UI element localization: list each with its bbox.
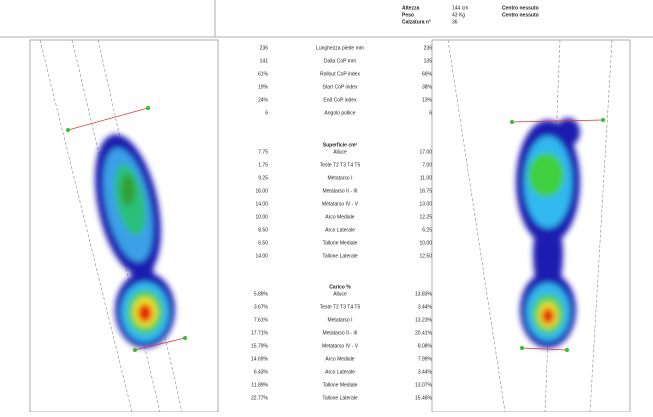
right-value: 13.07% [415, 382, 433, 388]
table: Altezza 144 cm Centro nessuto Peso 43 Kg Cent… [251, 5, 539, 401]
right-value: 3.44% [418, 369, 433, 375]
left-value: 6 [265, 110, 268, 116]
left-value: 8.50 [258, 227, 268, 233]
row-label: End CoP index [323, 97, 357, 103]
left-value: 17.71% [251, 330, 269, 336]
row-label: Alluce [333, 291, 347, 297]
right-value: 3.44% [418, 304, 433, 310]
right-value: 135 [424, 58, 433, 64]
right-value: 38% [422, 84, 433, 90]
left-value: 16.00 [255, 188, 268, 194]
row-label: Rollout CoP index [320, 71, 360, 77]
row-label: Metatarso I [327, 317, 352, 323]
right-value: 13.00 [419, 201, 432, 207]
left-value: 22.77% [251, 395, 269, 401]
right-value: 6 [429, 110, 432, 116]
left-value: 3.67% [254, 304, 269, 310]
row-label: Metatarso I [327, 175, 352, 181]
right-value: 8.08% [418, 343, 433, 349]
left-value: 14.00 [255, 253, 268, 259]
field-extra: Centro nessuto [502, 5, 539, 11]
right-value: 66% [422, 71, 433, 77]
row-label: Tallone Laterale [322, 395, 358, 401]
left-value: 236 [260, 45, 269, 51]
right-value: 10.00 [419, 240, 432, 246]
section-title: Carico % [329, 284, 351, 290]
right-value: 12.50 [419, 253, 432, 259]
left-value: 6.43% [254, 369, 269, 375]
row-label: Metatarso II - III [322, 188, 357, 194]
right-foot [516, 118, 580, 348]
right-value: 236 [424, 45, 433, 51]
left-value: 5.89% [254, 291, 269, 297]
field-label: Peso [402, 12, 414, 18]
row-label: Angolo pollice [324, 110, 355, 116]
page: {"header":{"fields":[{"label":"Altezza",… [0, 0, 653, 417]
left-value: 9.25 [258, 175, 268, 181]
row-label: Start CoP index [323, 84, 358, 90]
left-value: 14.00 [255, 201, 268, 207]
right-value: 13.23% [415, 317, 433, 323]
left-value: 7.61% [254, 317, 269, 323]
row-label: Arco Mediale [325, 214, 354, 220]
field-label: Altezza [402, 5, 419, 11]
row-label: Metatarso IV - V [322, 343, 359, 349]
field-value: 36 [452, 19, 458, 25]
left-value: 10.00 [255, 214, 268, 220]
field-extra: Centro nessuto [502, 12, 539, 18]
row-label: Arco Mediale [325, 356, 354, 362]
report: Altezza 144 cm Centro nessuto Peso 43 Kg Cent… [0, 0, 653, 412]
left-value: 6.50 [258, 240, 268, 246]
right-value: 7.99% [418, 356, 433, 362]
right-value: 13.83% [415, 291, 433, 297]
row-label: Metatarso II - III [322, 330, 357, 336]
left-value: 141 [260, 58, 269, 64]
left-value: 24% [258, 97, 269, 103]
row-label: Lunghezza piede mm [316, 45, 364, 51]
row-label: Arco Laterale [325, 227, 355, 233]
right-value: 15.46% [415, 395, 433, 401]
left-value: 11.89% [251, 382, 268, 388]
row-label: Dalla CoP mm [324, 58, 356, 64]
field-label: Calzatura n° [402, 19, 431, 25]
left-value: 19% [258, 84, 269, 90]
field-value: 144 cm [452, 5, 468, 11]
right-value: 7.00 [422, 162, 432, 168]
right-value: 16.75 [419, 188, 432, 194]
row-label: Teste T2 T3 T4 T5 [320, 162, 361, 168]
row-label: Tallone Mediale [323, 382, 358, 388]
left-value: 14.69% [251, 356, 269, 362]
right-value: 6.25 [422, 227, 432, 233]
row-label: Teste T2 T3 T4 T5 [320, 304, 361, 310]
field-value: 43 Kg [452, 12, 465, 18]
section-title: Superficie cm² [323, 142, 358, 148]
row-label: Tallone Laterale [322, 253, 358, 259]
row-label: Arco Laterale [325, 369, 355, 375]
left-foot [84, 128, 175, 348]
left-value: 61% [258, 71, 269, 77]
right-value: 13% [422, 97, 433, 103]
right-value: 17.00 [419, 149, 432, 155]
right-value: 11.00 [420, 175, 432, 181]
left-value: 1.75 [258, 162, 268, 168]
row-label: Metatarso IV - V [322, 201, 359, 207]
row-label: Alluce [333, 149, 347, 155]
right-value: 20.41% [415, 330, 433, 336]
row-label: Tallone Mediale [323, 240, 358, 246]
left-value: 15.79% [251, 343, 269, 349]
left-value: 7.75 [258, 149, 268, 155]
right-value: 12.25 [419, 214, 432, 220]
